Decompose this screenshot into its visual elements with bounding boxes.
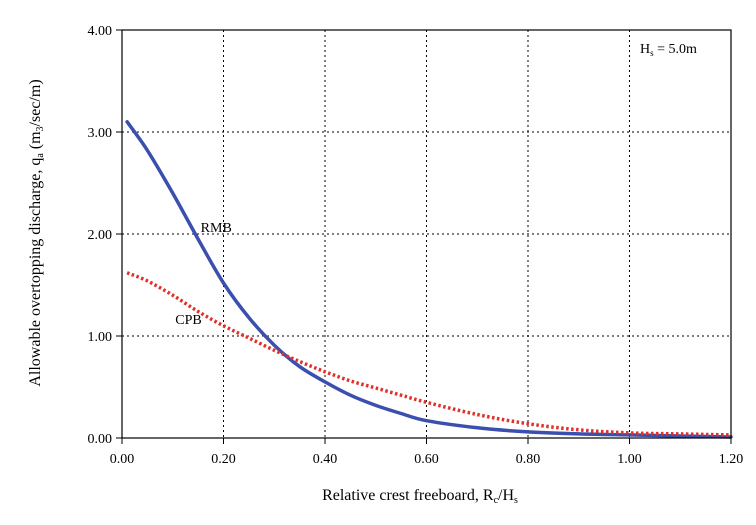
y-tick-label: 3.00: [88, 126, 113, 141]
series-label-cpb: CPB: [175, 313, 201, 328]
series-label-rmb: RMB: [201, 221, 232, 236]
series-layer: RMB CPB: [125, 120, 733, 439]
x-tick-label: 0.00: [110, 452, 135, 467]
x-tick-label: 1.20: [719, 452, 744, 467]
tick-labels: 0.00 0.20 0.40 0.60 0.80 1.00 1.20 0.00 1.00 2.00…: [88, 24, 744, 467]
series-line-rmb: [125, 120, 733, 439]
x-tick-label: 0.60: [414, 452, 439, 467]
x-tick-label: 1.00: [617, 452, 642, 467]
y-tick-label: 0.00: [88, 432, 113, 447]
wave-height-annotation: Hs = 5.0m: [640, 42, 697, 58]
series-line-cpb: [126, 271, 732, 437]
y-axis-title: Allowable overtopping discharge, qa (m3/…: [27, 79, 46, 386]
y-tick-label: 4.00: [88, 24, 113, 39]
y-tick-label: 2.00: [88, 228, 113, 243]
x-axis-title: Relative crest freeboard, Rc/Hs: [322, 487, 518, 506]
y-tick-label: 1.00: [88, 330, 113, 345]
x-tick-label: 0.80: [516, 452, 541, 467]
x-tick-label: 0.40: [313, 452, 338, 467]
x-tick-label: 0.20: [211, 452, 236, 467]
